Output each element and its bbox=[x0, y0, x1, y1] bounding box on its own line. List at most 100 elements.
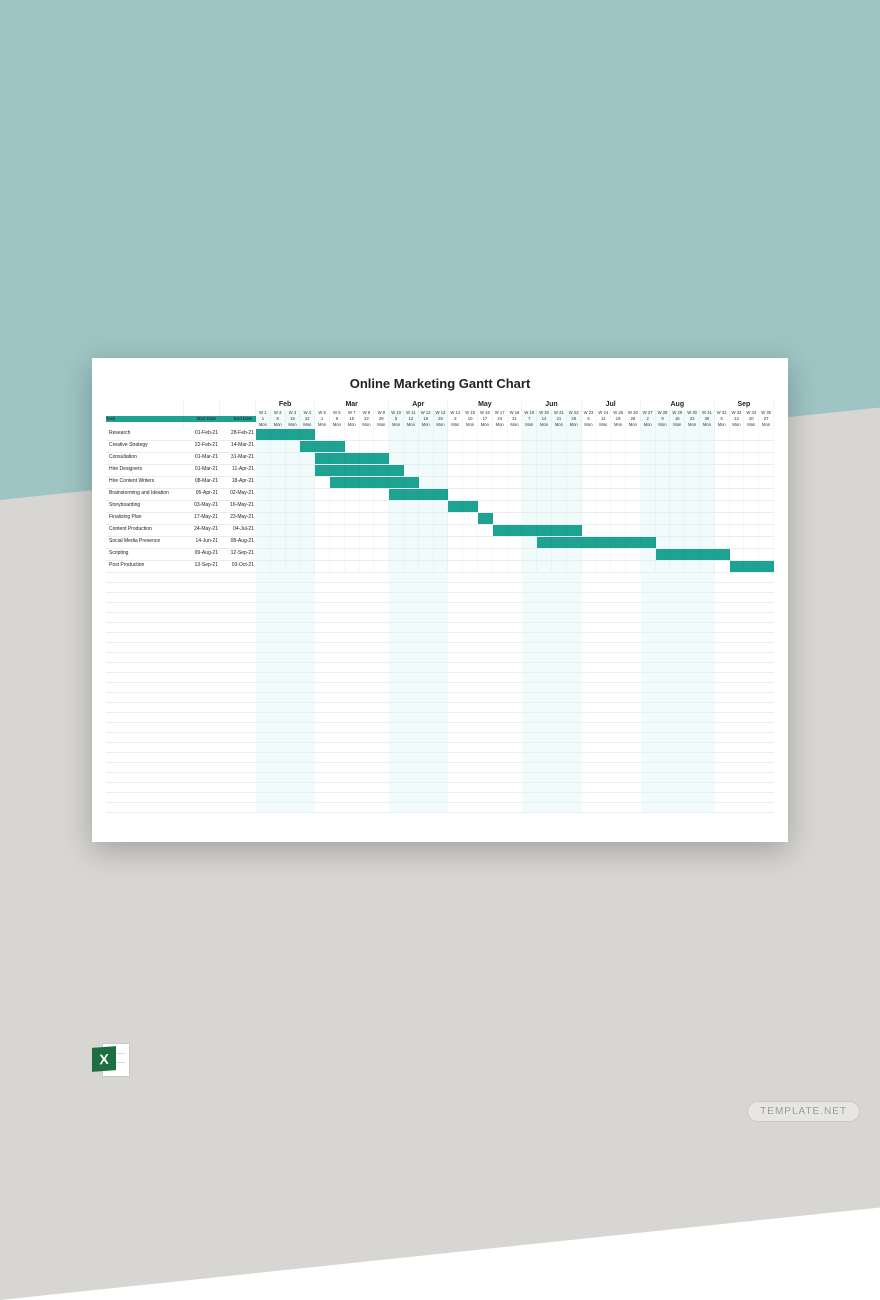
gantt-cell bbox=[448, 549, 463, 560]
gantt-cell bbox=[389, 489, 404, 500]
gantt-cell bbox=[730, 525, 745, 536]
gantt-cell bbox=[611, 561, 626, 572]
gantt-cell bbox=[448, 465, 463, 476]
gantt-cell bbox=[374, 537, 389, 548]
gantt-cell bbox=[389, 513, 404, 524]
gantt-cell bbox=[256, 453, 271, 464]
gantt-cell bbox=[271, 429, 286, 440]
gantt-cell bbox=[374, 453, 389, 464]
gantt-cell bbox=[360, 489, 375, 500]
gantt-cell bbox=[478, 561, 493, 572]
gantt-cell bbox=[478, 537, 493, 548]
gantt-cell bbox=[478, 489, 493, 500]
gantt-cell bbox=[596, 561, 611, 572]
gantt-cell bbox=[759, 429, 774, 440]
gantt-cell bbox=[330, 453, 345, 464]
gantt-cell bbox=[300, 441, 315, 452]
task-end: 28-Feb-21 bbox=[220, 429, 256, 440]
gantt-cell bbox=[611, 489, 626, 500]
gantt-cell bbox=[300, 465, 315, 476]
gantt-cell bbox=[744, 489, 759, 500]
gantt-cell bbox=[759, 477, 774, 488]
gantt-cell bbox=[715, 561, 730, 572]
gantt-cell bbox=[730, 465, 745, 476]
gantt-cell bbox=[419, 489, 434, 500]
gantt-cell bbox=[434, 525, 449, 536]
gantt-cell bbox=[419, 525, 434, 536]
gantt-cell bbox=[730, 501, 745, 512]
gantt-cell bbox=[315, 441, 330, 452]
gantt-cell bbox=[611, 429, 626, 440]
gantt-cell bbox=[537, 549, 552, 560]
gantt-cell bbox=[626, 441, 641, 452]
task-row: Scripting09-Aug-2112-Sep-21 bbox=[106, 549, 774, 561]
gantt-cell bbox=[463, 549, 478, 560]
gantt-cell bbox=[567, 465, 582, 476]
gantt-cell bbox=[537, 477, 552, 488]
gantt-cell bbox=[582, 549, 597, 560]
gantt-cell bbox=[670, 561, 685, 572]
gantt-cell bbox=[463, 537, 478, 548]
empty-row bbox=[106, 723, 774, 733]
gantt-cell bbox=[626, 429, 641, 440]
gantt-cell bbox=[300, 453, 315, 464]
gantt-cell bbox=[463, 453, 478, 464]
gantt-cell bbox=[300, 429, 315, 440]
gantt-cell bbox=[596, 525, 611, 536]
gantt-cell bbox=[744, 453, 759, 464]
gantt-cell bbox=[419, 441, 434, 452]
empty-row bbox=[106, 683, 774, 693]
gantt-cell bbox=[522, 429, 537, 440]
task-name: Creative Strategy bbox=[106, 441, 184, 452]
task-end: 16-May-21 bbox=[220, 501, 256, 512]
gantt-cell bbox=[434, 465, 449, 476]
gantt-cell bbox=[448, 537, 463, 548]
gantt-cell bbox=[345, 429, 360, 440]
gantt-cell bbox=[448, 477, 463, 488]
gantt-cell bbox=[715, 453, 730, 464]
gantt-cell bbox=[537, 429, 552, 440]
gantt-cell bbox=[271, 477, 286, 488]
gantt-cell bbox=[656, 513, 671, 524]
gantt-sheet: Online Marketing Gantt Chart FebMarAprMa… bbox=[92, 358, 788, 842]
month-label: May bbox=[448, 399, 522, 410]
gantt-cell bbox=[552, 537, 567, 548]
gantt-cell bbox=[493, 513, 508, 524]
chart-title: Online Marketing Gantt Chart bbox=[106, 376, 774, 391]
gantt-cell bbox=[448, 561, 463, 572]
empty-row bbox=[106, 613, 774, 623]
gantt-cell bbox=[759, 489, 774, 500]
task-start: 03-May-21 bbox=[184, 501, 220, 512]
gantt-cell bbox=[374, 513, 389, 524]
task-end: 18-Apr-21 bbox=[220, 477, 256, 488]
gantt-cell bbox=[389, 525, 404, 536]
gantt-cell bbox=[300, 549, 315, 560]
gantt-cell bbox=[271, 489, 286, 500]
gantt-cell bbox=[567, 513, 582, 524]
gantt-cell bbox=[596, 537, 611, 548]
gantt-cell bbox=[419, 429, 434, 440]
gantt-cell bbox=[685, 549, 700, 560]
gantt-cell bbox=[567, 453, 582, 464]
gantt-cell bbox=[404, 489, 419, 500]
gantt-cell bbox=[596, 549, 611, 560]
gantt-cell bbox=[626, 537, 641, 548]
gantt-cell bbox=[522, 441, 537, 452]
gantt-cell bbox=[419, 465, 434, 476]
gantt-cell bbox=[271, 537, 286, 548]
gantt-cell bbox=[434, 429, 449, 440]
gantt-cell bbox=[404, 537, 419, 548]
gantt-cell bbox=[744, 465, 759, 476]
gantt-cell bbox=[611, 441, 626, 452]
empty-row bbox=[106, 733, 774, 743]
gantt-cell bbox=[656, 441, 671, 452]
gantt-cell bbox=[389, 537, 404, 548]
gantt-cell bbox=[670, 477, 685, 488]
gantt-cell bbox=[419, 549, 434, 560]
gantt-cell bbox=[567, 429, 582, 440]
gantt-cell bbox=[389, 453, 404, 464]
gantt-cell bbox=[448, 453, 463, 464]
gantt-cell bbox=[286, 429, 301, 440]
gantt-cell bbox=[744, 537, 759, 548]
gantt-cell bbox=[478, 525, 493, 536]
